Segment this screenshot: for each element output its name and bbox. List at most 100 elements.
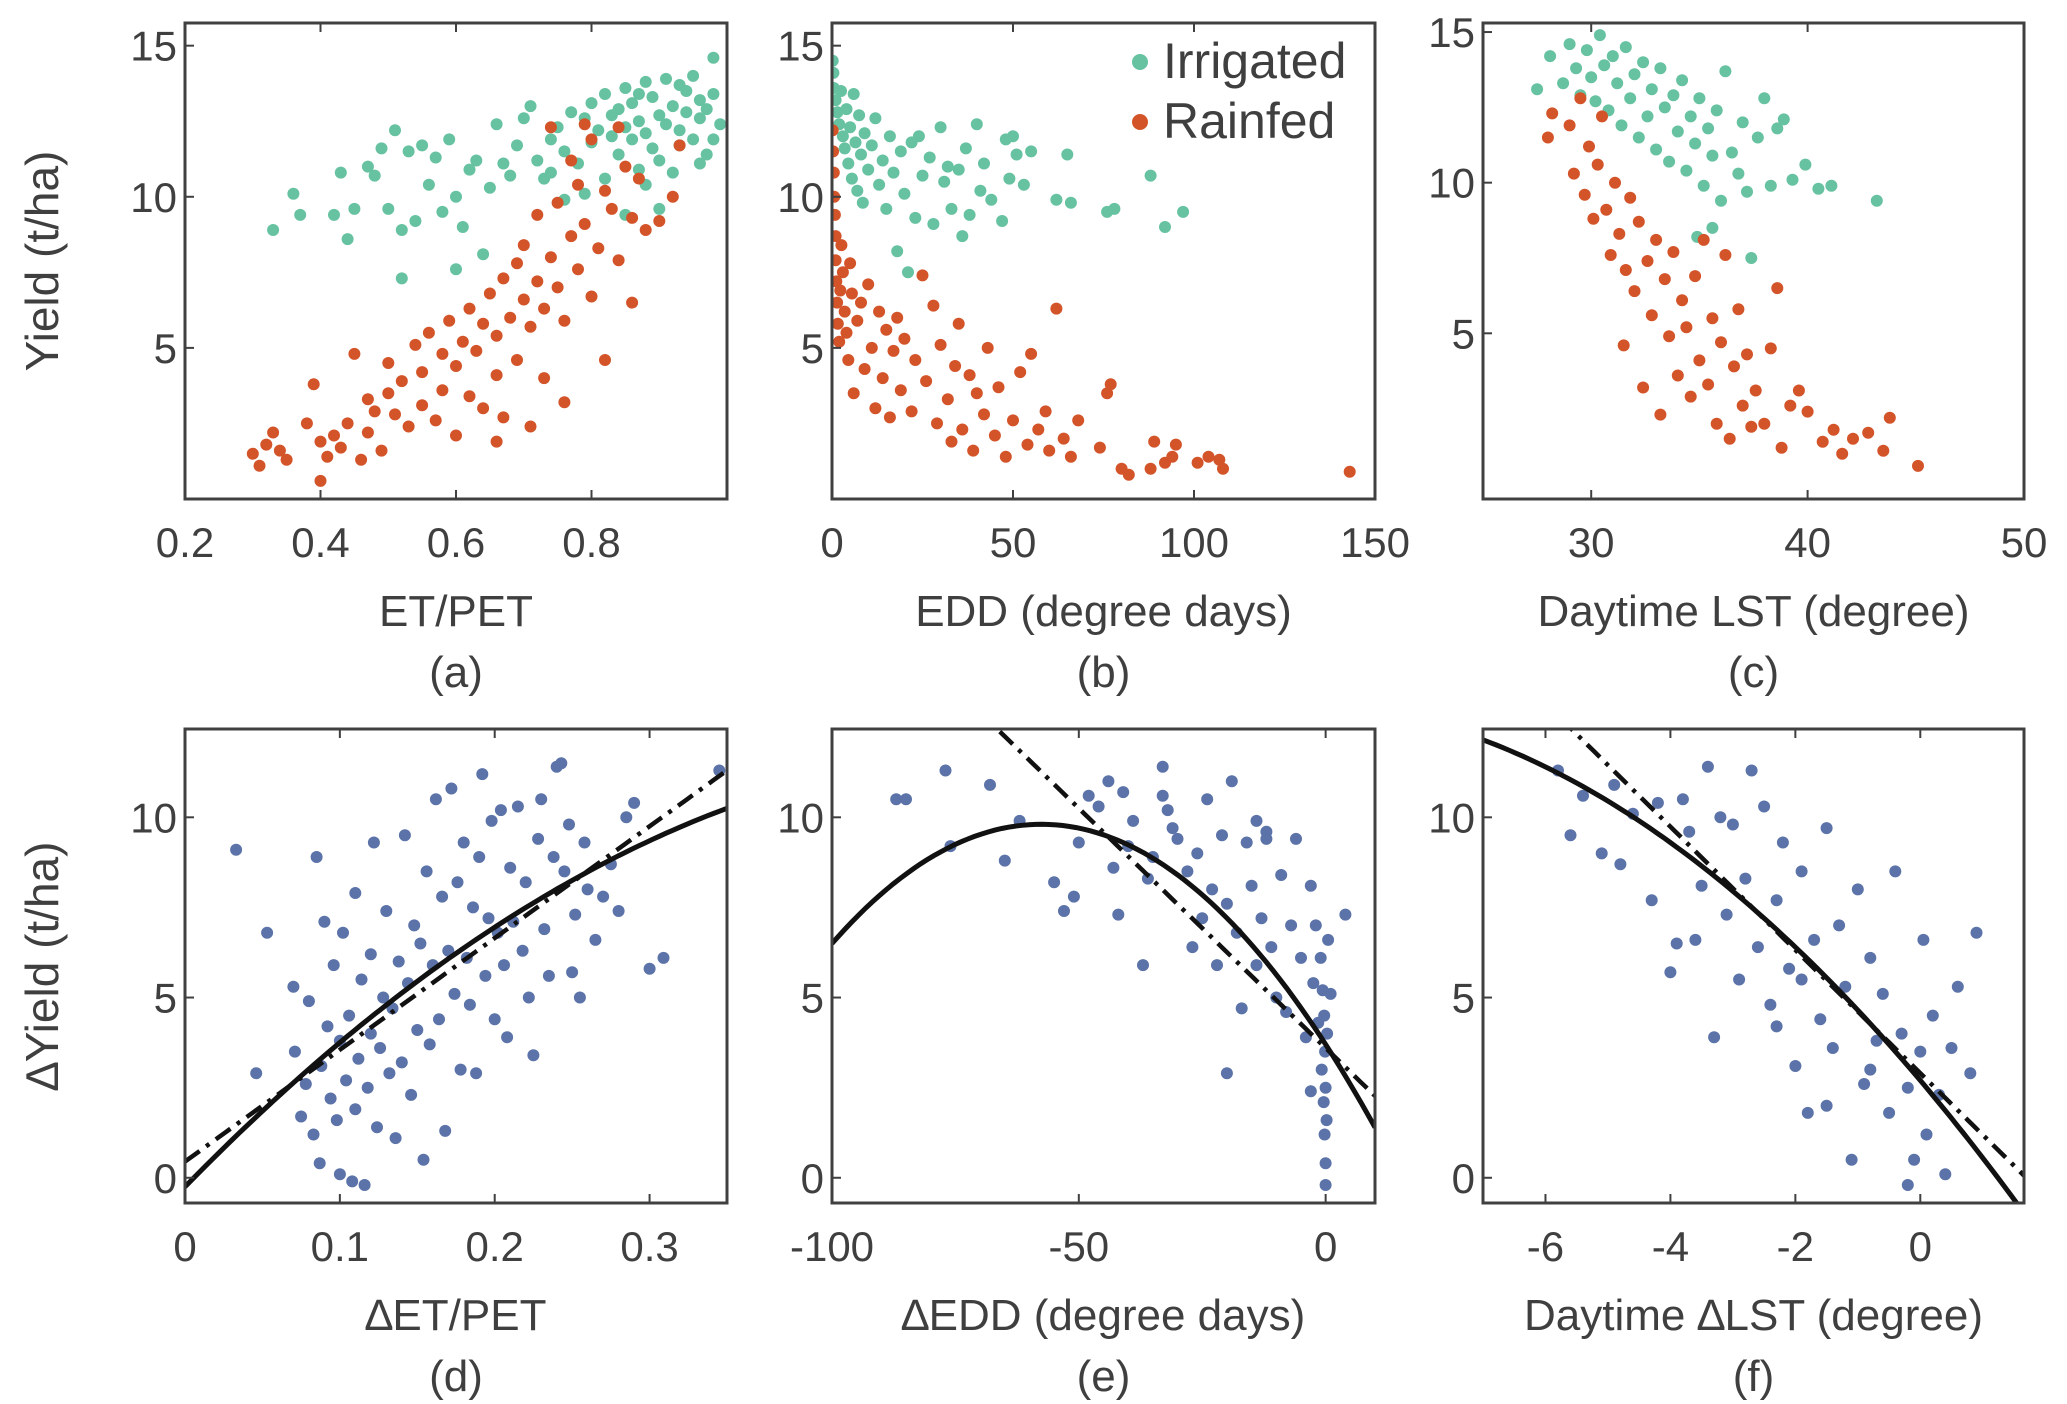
series-irrigated — [267, 51, 727, 285]
data-point — [700, 103, 713, 116]
data-point — [934, 338, 947, 351]
data-point — [337, 926, 349, 939]
y-tick-label: 10 — [777, 174, 824, 221]
axes-frame — [830, 727, 1377, 1205]
data-point — [597, 890, 610, 903]
data-point — [912, 130, 925, 143]
data-point — [1826, 1042, 1839, 1054]
data-point — [869, 402, 882, 415]
y-axis-label-top: Yield (t/ha) — [16, 151, 68, 372]
data-point — [1663, 330, 1676, 343]
data-point — [984, 778, 996, 791]
data-point — [1862, 426, 1875, 439]
data-point — [836, 266, 849, 279]
data-point — [1211, 959, 1223, 972]
data-point — [856, 196, 869, 209]
data-point — [392, 955, 405, 968]
data-point — [840, 326, 853, 339]
data-point — [1671, 369, 1684, 382]
data-point — [1304, 879, 1317, 892]
data-point — [1827, 423, 1840, 436]
data-point — [1025, 347, 1038, 360]
data-point — [832, 317, 844, 330]
data-point — [1654, 408, 1667, 421]
data-point — [1025, 145, 1038, 158]
data-point — [1628, 68, 1641, 81]
data-point — [1654, 62, 1667, 75]
data-point — [996, 215, 1009, 227]
data-point — [891, 311, 904, 324]
data-point — [538, 923, 551, 936]
data-point — [389, 1132, 402, 1145]
data-point — [1912, 459, 1924, 472]
data-point — [488, 1013, 501, 1026]
data-point — [524, 100, 537, 113]
data-point — [1908, 1153, 1921, 1166]
data-point — [368, 169, 381, 182]
data-point — [1186, 941, 1199, 954]
data-point — [1606, 50, 1619, 63]
data-point — [1563, 119, 1576, 132]
data-point — [436, 384, 449, 397]
data-point — [1658, 101, 1671, 114]
data-point — [585, 97, 598, 110]
data-point — [566, 966, 579, 979]
data-point — [470, 1067, 483, 1080]
data-point — [832, 275, 843, 288]
data-point — [1067, 890, 1080, 903]
data-point — [632, 163, 645, 176]
data-point — [288, 1045, 301, 1058]
data-point — [1064, 196, 1077, 209]
data-point — [1920, 1128, 1933, 1141]
data-point — [1684, 110, 1697, 123]
data-point — [1719, 65, 1732, 78]
data-point — [565, 154, 578, 167]
data-point — [497, 272, 510, 285]
data-point — [531, 154, 544, 167]
data-point — [517, 293, 530, 306]
series-delta — [230, 757, 726, 1191]
data-point — [382, 357, 395, 369]
data-point — [858, 363, 871, 375]
data-point — [1624, 92, 1637, 105]
data-point — [544, 121, 557, 134]
data-point — [1895, 1027, 1908, 1040]
data-point — [916, 169, 929, 182]
data-point — [1177, 205, 1190, 218]
data-point — [439, 1124, 452, 1137]
data-point — [516, 944, 529, 957]
data-point — [1771, 282, 1784, 295]
data-point — [923, 151, 936, 164]
data-point — [909, 354, 922, 366]
data-point — [569, 908, 582, 921]
data-point — [1939, 1168, 1952, 1181]
data-point — [558, 865, 571, 878]
data-point — [855, 148, 867, 161]
x-tick-label: 0.1 — [311, 1223, 369, 1270]
data-point — [504, 861, 517, 874]
data-point — [555, 757, 568, 770]
data-point — [1651, 796, 1664, 809]
data-point — [945, 435, 958, 448]
data-point — [578, 836, 591, 849]
data-point — [551, 281, 564, 294]
data-point — [230, 843, 243, 856]
data-point — [1021, 438, 1034, 451]
data-point — [1650, 143, 1663, 156]
data-point — [352, 1052, 365, 1065]
data-point — [1092, 800, 1105, 813]
data-point — [1318, 1128, 1331, 1141]
data-point — [1318, 1009, 1331, 1022]
data-point — [1104, 378, 1117, 391]
data-point — [1191, 847, 1204, 860]
plot-area — [832, 729, 1375, 1191]
data-point — [1632, 215, 1645, 228]
data-point — [1304, 1085, 1317, 1098]
data-point — [1082, 789, 1095, 802]
data-point — [454, 1063, 467, 1076]
data-point — [673, 124, 686, 137]
data-point — [894, 145, 907, 158]
data-point — [355, 453, 368, 466]
data-point — [1745, 252, 1758, 264]
x-tick-label: 100 — [1159, 519, 1229, 566]
